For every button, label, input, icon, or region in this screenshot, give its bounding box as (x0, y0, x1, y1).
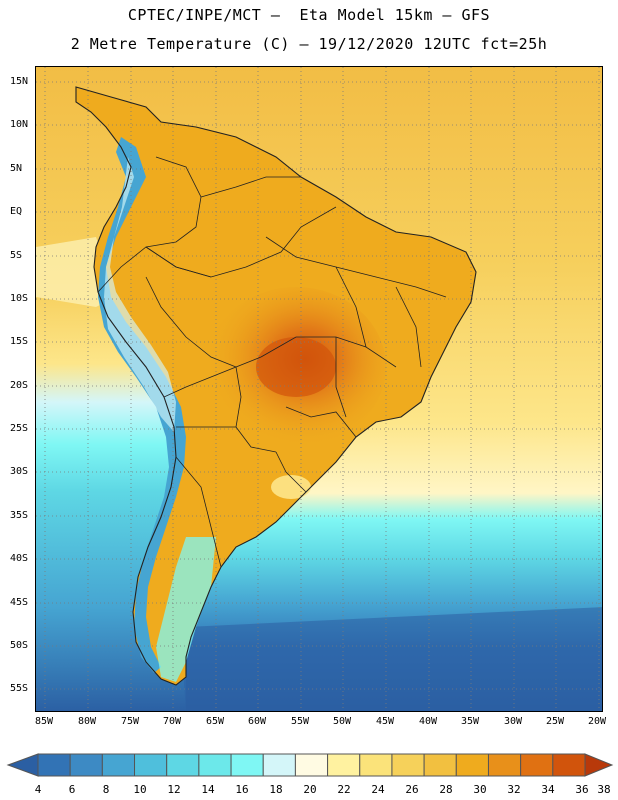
colorbar-cell (455, 753, 489, 777)
lon-label-25w: 25W (545, 716, 565, 727)
lat-label-30s: 30S (10, 466, 29, 477)
colorbar-cell (230, 753, 264, 777)
lon-label-65w: 65W (205, 716, 225, 727)
lon-label-85w: 85W (34, 716, 54, 727)
colorbar-cell-below (6, 753, 39, 777)
colorbar-cell (359, 753, 393, 777)
colorbar-label-6: 6 (68, 783, 76, 796)
lon-label-80w: 80W (77, 716, 97, 727)
lat-label-20s: 20S (10, 380, 29, 391)
lat-label-25s: 25S (10, 423, 29, 434)
lon-label-35w: 35W (460, 716, 480, 727)
lat-label-50s: 50S (10, 640, 29, 651)
lon-label-50w: 50W (332, 716, 352, 727)
colorbar-cell (552, 753, 586, 777)
colorbar-cell (198, 753, 232, 777)
map-title-line-1: CPTEC/INPE/MCT – Eta Model 15km – GFS (127, 6, 491, 24)
colorbar-label-18: 18 (269, 783, 283, 796)
colorbar-label-26: 26 (405, 783, 419, 796)
lon-label-20w: 20W (587, 716, 607, 727)
lat-label-45s: 45S (10, 597, 29, 608)
lon-label-45w: 45W (375, 716, 395, 727)
colorbar-label-32: 32 (507, 783, 521, 796)
lon-label-30w: 30W (503, 716, 523, 727)
lat-label-5n: 5N (10, 163, 23, 174)
map-title-line-2: 2 Metre Temperature (C) – 19/12/2020 12U… (70, 35, 548, 53)
colorbar-label-30: 30 (473, 783, 487, 796)
colorbar-cell (101, 753, 136, 777)
temperature-field (36, 67, 602, 711)
colorbar-label-20: 20 (303, 783, 317, 796)
graticule (36, 67, 602, 711)
lat-label-10n: 10N (10, 119, 29, 130)
lon-label-40w: 40W (418, 716, 438, 727)
colorbar-label-22: 22 (337, 783, 351, 796)
lat-label-5s: 5S (10, 250, 23, 261)
lat-label-15s: 15S (10, 336, 29, 347)
country-borders (75, 86, 477, 686)
lat-label-35s: 35S (10, 510, 29, 521)
colorbar-label-36: 36 (575, 783, 589, 796)
colorbar-label-28: 28 (439, 783, 453, 796)
colorbar-cell (487, 753, 522, 777)
lat-label-40s: 40S (10, 553, 29, 564)
colorbar-label-34: 34 (541, 783, 555, 796)
lat-label-55s: 55S (10, 683, 29, 694)
colorbar-label-10: 10 (133, 783, 147, 796)
temperature-map (35, 66, 603, 712)
colorbar-label-14: 14 (201, 783, 215, 796)
colorbar-cell (520, 753, 554, 777)
colorbar-cell (423, 753, 457, 777)
colorbar-label-16: 16 (235, 783, 249, 796)
colorbar-cell (166, 753, 200, 777)
colorbar-label-8: 8 (102, 783, 110, 796)
lon-label-60w: 60W (247, 716, 267, 727)
colorbar-cell (391, 753, 425, 777)
colorbar-label-4: 4 (34, 783, 42, 796)
colorbar-label-38: 38 (597, 783, 611, 796)
colorbar-cell-above (584, 753, 614, 777)
lat-label-10s: 10S (10, 293, 29, 304)
colorbar-label-12: 12 (167, 783, 181, 796)
colorbar-cell (134, 753, 168, 777)
lat-label-eq: EQ (10, 206, 23, 217)
lon-label-70w: 70W (162, 716, 182, 727)
colorbar-cell (327, 753, 361, 777)
colorbar-cells (6, 753, 614, 777)
colorbar-cell (37, 753, 71, 777)
lon-label-55w: 55W (290, 716, 310, 727)
colorbar-cell (262, 753, 296, 777)
colorbar-label-24: 24 (371, 783, 385, 796)
colorbar-cell (294, 753, 329, 777)
colorbar (6, 753, 614, 777)
lon-label-75w: 75W (120, 716, 140, 727)
colorbar-cell (69, 753, 103, 777)
lat-label-15n: 15N (10, 76, 29, 87)
